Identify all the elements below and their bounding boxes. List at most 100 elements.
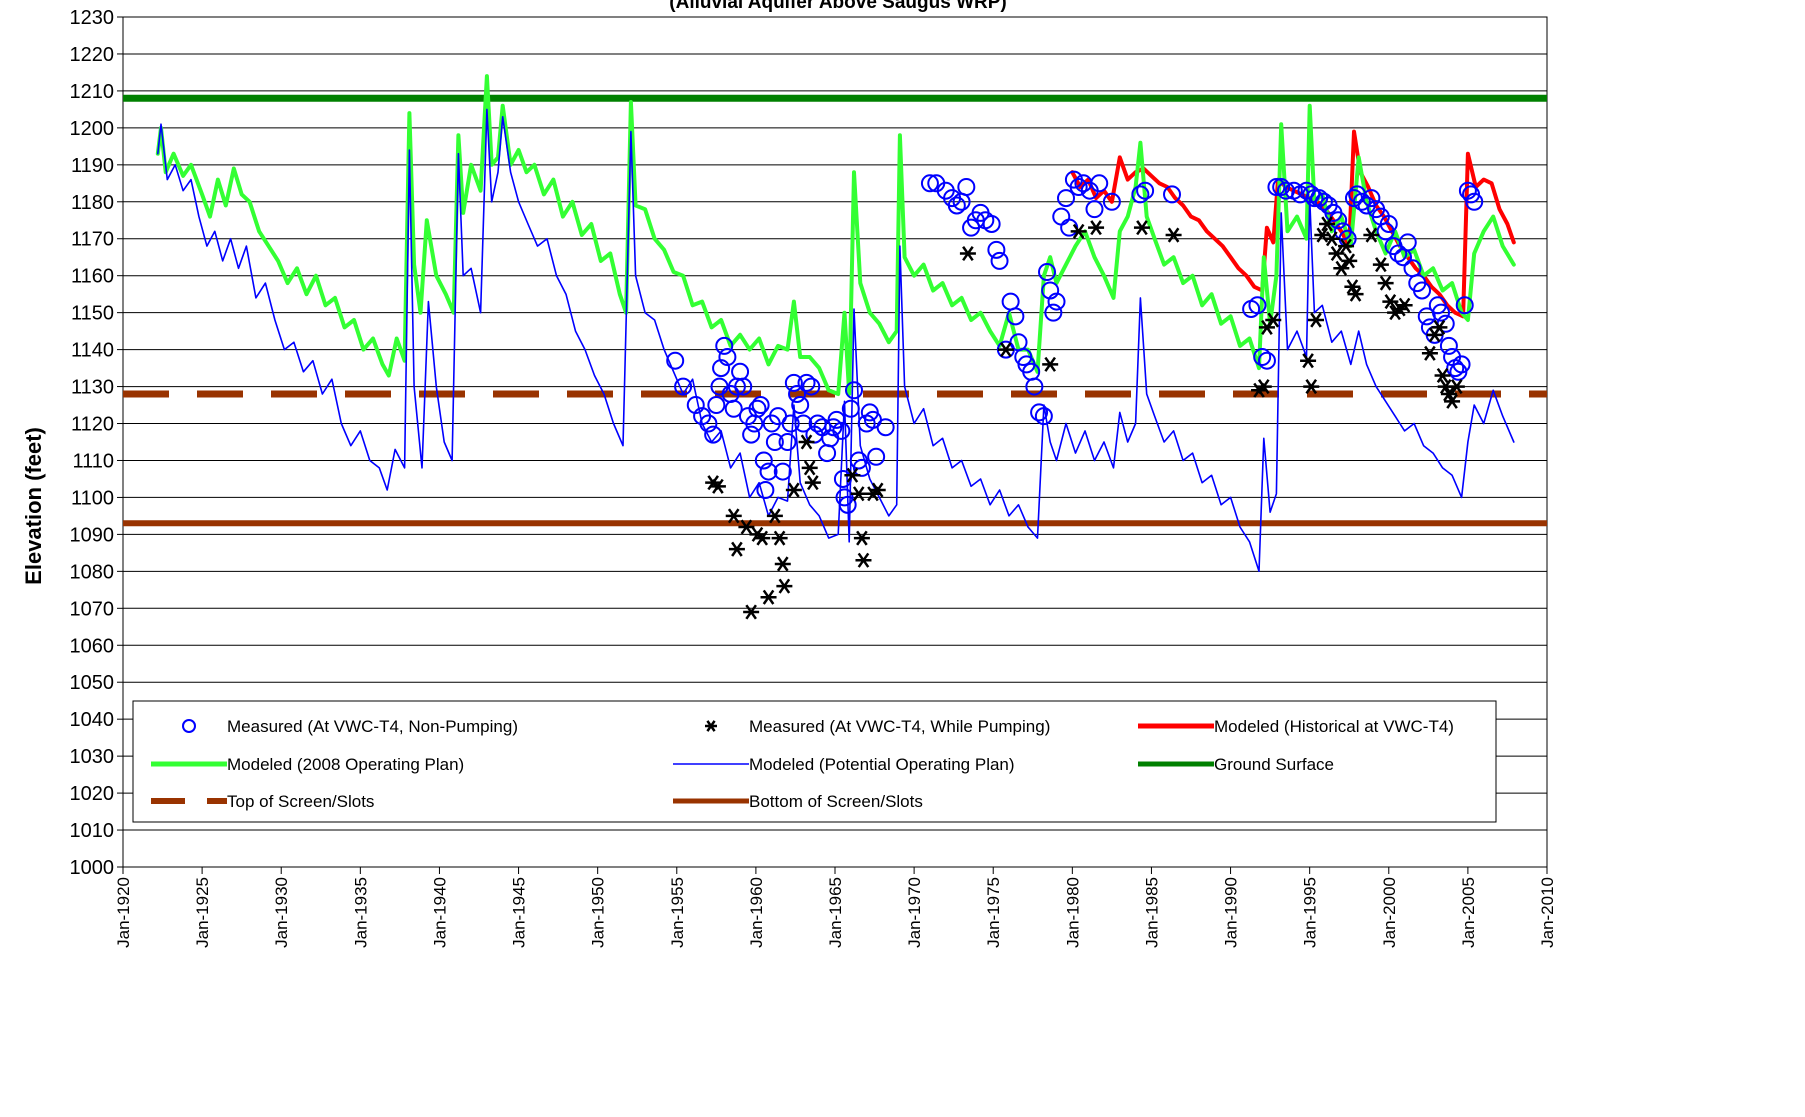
legend: Measured (At VWC-T4, Non-Pumping) Measure… [132, 700, 1497, 823]
data-point-star [728, 541, 745, 557]
star-marker-path [1372, 257, 1389, 273]
legend-label: Modeled (2008 Operating Plan) [227, 755, 464, 774]
data-point-star [1300, 353, 1317, 369]
axis-layer: 1000 1010 1020 1030 1040 1050 1060 1070 1080 1090… [70, 7, 1558, 948]
data-point-circle [1131, 185, 1150, 204]
star-marker-path [855, 552, 872, 568]
star-marker-path [1333, 260, 1350, 276]
star-marker-path [1363, 227, 1380, 243]
x-tick-label: Jan-1920 [114, 877, 133, 948]
data-point-star [1308, 312, 1324, 328]
data-point-star [771, 530, 788, 546]
x-tick-label: Jan-1990 [1222, 877, 1241, 948]
data-point-circle [1044, 303, 1063, 322]
data-point-star [997, 342, 1014, 358]
data-point-circle [876, 418, 895, 437]
data-point-circle [1257, 351, 1276, 370]
data-point-circle [773, 462, 792, 481]
star-marker-path [1347, 286, 1364, 302]
data-point-circle [748, 399, 767, 418]
y-tick-label: 1060 [70, 635, 115, 657]
x-tick-label: Jan-1995 [1301, 877, 1320, 948]
y-tick-label: 1040 [70, 709, 115, 731]
data-point-star [1396, 297, 1413, 313]
data-point-star [1341, 253, 1358, 269]
x-tick-label: Jan-1985 [1142, 877, 1161, 948]
legend-label: Modeled (Potential Operating Plan) [749, 755, 1015, 774]
star-marker-path [776, 578, 793, 594]
data-point-circle [704, 425, 723, 444]
star-marker-path [997, 342, 1014, 358]
star-marker-path [1300, 353, 1317, 369]
y-tick-label: 1120 [71, 414, 114, 436]
x-tick-label: Jan-1970 [905, 877, 924, 948]
star-marker-path [705, 720, 717, 732]
data-point-star [1363, 227, 1380, 243]
data-point-star [853, 530, 870, 546]
legend-symbol-circle [182, 719, 196, 733]
x-tick-label: Jan-1955 [668, 877, 687, 948]
data-point-circle [1272, 178, 1291, 196]
data-point-circle [1439, 336, 1458, 355]
data-point-circle [1314, 192, 1333, 211]
data-point-circle [794, 414, 813, 433]
y-tick-label: 1090 [70, 524, 115, 546]
data-point-star [1265, 312, 1282, 328]
y-tick-label: 1220 [70, 44, 115, 66]
star-marker-path [804, 475, 821, 491]
star-marker-path [1444, 393, 1461, 409]
data-point-star [798, 434, 815, 450]
data-point-star [774, 556, 791, 572]
star-marker-path [1377, 275, 1394, 291]
data-point-circle [832, 421, 851, 440]
data-point-circle [699, 414, 718, 433]
star-marker-path [1088, 220, 1105, 236]
star-marker-path [1255, 379, 1272, 395]
x-tick-label: Jan-2010 [1538, 877, 1557, 948]
y-tick-label: 1130 [71, 377, 114, 399]
star-marker-path [1319, 216, 1336, 232]
data-point-star [959, 246, 976, 262]
legend-label: Measured (At VWC-T4, While Pumping) [749, 717, 1050, 736]
star-marker-path [1344, 279, 1361, 295]
data-point-star [1440, 386, 1457, 402]
x-tick-label: Jan-1930 [272, 877, 291, 948]
star-marker-path [771, 530, 788, 546]
legend-item: Bottom of Screen/Slots [673, 792, 923, 811]
y-tick-label: 1110 [72, 450, 114, 472]
star-marker-path [869, 482, 886, 498]
data-point-circle [1305, 189, 1324, 208]
data-point-circle [1030, 403, 1049, 422]
data-point-circle [1452, 355, 1471, 374]
data-point-star [1382, 294, 1399, 310]
data-point-star [1323, 231, 1340, 247]
data-point-circle [827, 410, 846, 429]
data-point-circle [841, 399, 860, 418]
star-marker-path [1431, 319, 1448, 335]
y-tick-label: 1230 [70, 7, 115, 29]
data-point-star [785, 482, 802, 498]
data-point-circle [1038, 263, 1057, 281]
star-marker-path [959, 246, 976, 262]
y-tick-label: 1000 [70, 857, 115, 879]
data-point-circle [947, 196, 966, 215]
data-point-circle [1455, 296, 1474, 315]
data-point-circle [1025, 377, 1044, 396]
legend-label: Modeled (Historical at VWC-T4) [1214, 717, 1454, 736]
data-point-star [1255, 379, 1272, 395]
star-marker-path [1396, 297, 1413, 313]
data-point-star [766, 508, 783, 524]
data-point-star [760, 589, 777, 605]
data-point-circle [1001, 292, 1020, 311]
data-point-circle [1057, 189, 1076, 208]
data-point-circle [852, 458, 871, 477]
x-tick-label: Jan-1935 [351, 877, 370, 948]
star-marker-path [844, 467, 861, 483]
legend-symbol-star [705, 720, 717, 732]
y-tick-label: 1150 [71, 303, 114, 325]
data-point-circle [751, 396, 770, 415]
data-point-circle [666, 351, 685, 370]
data-point-circle [734, 377, 753, 396]
